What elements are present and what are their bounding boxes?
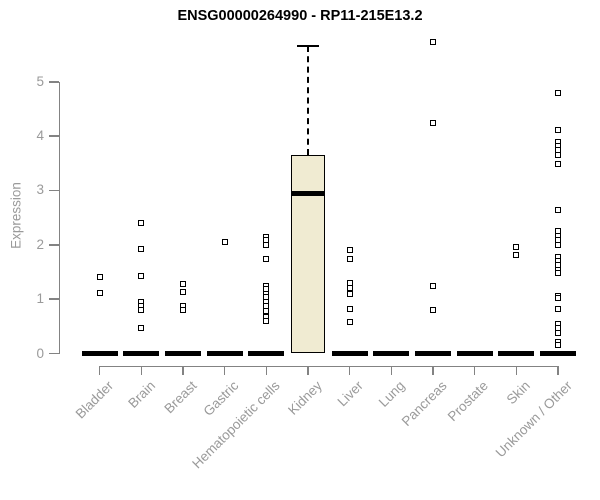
outlier-point xyxy=(263,307,270,314)
x-tick-mark xyxy=(432,366,434,375)
outlier-point xyxy=(138,273,145,280)
x-tick-mark xyxy=(223,366,226,375)
x-tick-label: Brain xyxy=(125,378,158,411)
outlier-point xyxy=(138,307,145,314)
x-tick-label: Kidney xyxy=(284,378,325,418)
collapsed-box-bar xyxy=(331,350,368,357)
collapsed-box-bar xyxy=(123,350,160,357)
outlier-point xyxy=(429,39,436,46)
outlier-point xyxy=(180,289,187,296)
x-tick-label: Lung xyxy=(376,378,408,410)
chart-title: ENSG00000264990 - RP11-215E13.2 xyxy=(177,8,423,24)
collapsed-box-bar xyxy=(539,350,576,357)
collapsed-box-bar xyxy=(414,350,451,357)
collapsed-box-bar xyxy=(456,350,493,357)
outlier-point xyxy=(96,289,103,296)
outlier-point xyxy=(554,127,561,134)
whisker-cap xyxy=(297,44,319,48)
outlier-point xyxy=(429,283,436,290)
outlier-point xyxy=(138,324,145,331)
x-tick-mark xyxy=(98,366,101,375)
outlier-point xyxy=(346,290,353,297)
y-tick-label: 0 xyxy=(36,345,44,361)
x-tick-mark xyxy=(390,366,393,375)
y-tick-label: 1 xyxy=(36,291,44,307)
outlier-point xyxy=(263,317,270,324)
y-tick-label: 5 xyxy=(36,73,44,89)
y-tick-mark xyxy=(48,135,59,137)
outlier-point xyxy=(221,239,228,246)
outlier-point xyxy=(180,307,187,314)
outlier-point xyxy=(554,161,561,168)
outlier-point xyxy=(554,270,561,277)
outlier-point xyxy=(263,256,270,263)
outlier-point xyxy=(554,295,561,302)
outlier-point xyxy=(346,247,353,254)
collapsed-box-bar xyxy=(373,350,410,357)
x-tick-mark xyxy=(515,366,518,375)
x-tick-mark xyxy=(182,366,184,375)
outlier-point xyxy=(138,220,145,227)
outlier-point xyxy=(346,318,353,325)
outlier-point xyxy=(346,305,353,312)
x-tick-label: Prostate xyxy=(445,378,492,425)
outlier-point xyxy=(429,307,436,314)
y-tick-label: 2 xyxy=(36,236,44,252)
y-tick-mark xyxy=(48,81,59,83)
outlier-point xyxy=(554,151,561,158)
y-tick-label: 4 xyxy=(36,128,44,144)
x-tick-mark xyxy=(557,366,559,375)
collapsed-box-bar xyxy=(165,350,202,357)
y-tick-mark xyxy=(48,244,59,246)
x-tick-mark xyxy=(140,366,143,375)
collapsed-box-bar xyxy=(248,350,285,357)
outlier-point xyxy=(554,329,561,336)
x-tick-mark xyxy=(265,366,268,375)
collapsed-box-bar xyxy=(498,350,535,357)
x-axis-line xyxy=(99,365,559,367)
outlier-point xyxy=(96,274,103,281)
y-tick-mark xyxy=(48,298,59,300)
median-line xyxy=(291,190,325,196)
x-tick-label: Skin xyxy=(503,378,533,408)
x-tick-label: Breast xyxy=(161,378,200,417)
outlier-point xyxy=(554,305,561,312)
outlier-point xyxy=(554,90,561,97)
outlier-point xyxy=(513,251,520,258)
y-tick-mark xyxy=(48,352,59,355)
y-axis-line xyxy=(58,81,60,354)
outlier-point xyxy=(346,256,353,263)
outlier-point xyxy=(554,241,561,248)
x-tick-mark xyxy=(307,366,309,375)
boxplot-box xyxy=(291,155,325,354)
x-tick-label: Gastric xyxy=(200,378,242,419)
collapsed-box-bar xyxy=(206,350,243,357)
collapsed-box-bar xyxy=(81,350,118,357)
y-tick-mark xyxy=(48,189,59,192)
outlier-point xyxy=(429,119,436,126)
x-tick-mark xyxy=(348,366,351,375)
x-tick-label: Pancreas xyxy=(398,378,450,429)
outlier-point xyxy=(554,207,561,214)
x-tick-mark xyxy=(473,366,476,375)
x-tick-label: Bladder xyxy=(72,378,117,422)
x-tick-label: Liver xyxy=(334,378,367,410)
outlier-point xyxy=(554,342,561,349)
x-tick-label: Unknown / Other xyxy=(492,378,575,461)
whisker-line xyxy=(307,45,309,156)
outlier-point xyxy=(180,281,187,288)
outlier-point xyxy=(513,243,520,250)
y-tick-label: 3 xyxy=(36,182,44,198)
outlier-point xyxy=(138,246,145,253)
outlier-point xyxy=(263,241,270,248)
